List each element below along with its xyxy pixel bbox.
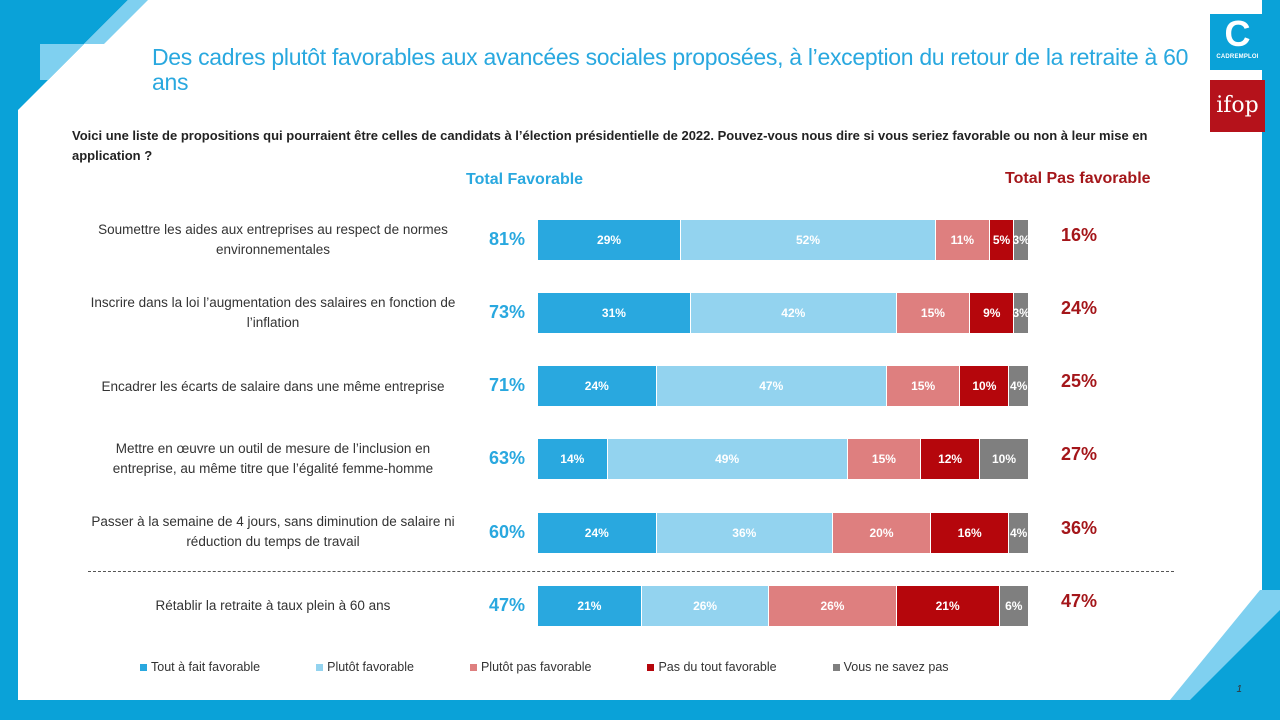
bar-segment: 10% [978, 439, 1028, 479]
legend-swatch [469, 663, 477, 671]
legend-swatch [647, 663, 655, 671]
legend-item: Plutôt favorable [316, 660, 414, 674]
legend-swatch [316, 663, 324, 671]
legend-item: Tout à fait favorable [140, 660, 260, 674]
total-favorable-value: 63% [489, 448, 526, 468]
bar-segment: 14% [538, 439, 607, 479]
legend-item: Pas du tout favorable [647, 660, 777, 674]
total-pas-favorable-value: 25% [1061, 371, 1098, 391]
bar-segment: 26% [640, 586, 769, 626]
page-title: Des cadres plutôt favorables aux avancée… [152, 44, 1189, 95]
corner-top-left-decoration [0, 0, 148, 110]
bar-segment: 3% [1012, 220, 1030, 260]
frame-right-decoration [1262, 0, 1280, 720]
stacked-bar: 31% 42% 15% 9% 3% [538, 293, 1030, 333]
row-label: Rétablir la retraite à taux plein à 60 a… [155, 598, 391, 613]
header-total-pas-favorable: Total Pas favorable [1005, 170, 1151, 187]
ifop-logo: ifop [1210, 80, 1265, 132]
legend-item: Vous ne savez pas [832, 660, 949, 674]
bar-segment: 36% [655, 513, 832, 553]
stacked-bar: 14% 49% 15% 12% 10% [538, 439, 1028, 479]
frame-bottom-decoration [0, 700, 1280, 720]
total-favorable-value: 73% [489, 302, 526, 322]
survey-question: Voici une liste de propositions qui pour… [72, 128, 1148, 163]
row-label: Encadrer les écarts de salaire dans une … [101, 379, 445, 394]
bar-segment: 9% [969, 293, 1014, 333]
chart-legend: Tout à fait favorable Plutôt favorable Plu… [140, 660, 949, 674]
legend-label: Pas du tout favorable [658, 660, 777, 674]
bar-segment: 20% [831, 513, 930, 553]
bar-segment: 4% [1008, 366, 1028, 406]
bar-segment: 42% [689, 293, 896, 333]
legend-swatch [140, 663, 147, 671]
legend-label: Plutôt favorable [327, 660, 414, 674]
bar-segment: 29% [538, 220, 681, 260]
stacked-bar: 24% 47% 15% 10% 4% [538, 366, 1028, 406]
stacked-bar: 21% 26% 26% 21% 6% [538, 586, 1028, 626]
bar-segment: 26% [768, 586, 896, 626]
bar-segment: 5% [988, 220, 1014, 260]
legend-swatch [832, 663, 840, 671]
legend-label: Plutôt pas favorable [480, 660, 592, 674]
total-favorable-value: 47% [489, 595, 526, 615]
corner-bottom-right-decoration [1170, 590, 1280, 720]
bar-segment: 6% [998, 586, 1028, 626]
total-pas-favorable-value: 47% [1061, 591, 1098, 611]
bar-segment: 31% [538, 293, 690, 333]
bar-segment: 12% [920, 439, 979, 479]
bar-segment: 24% [538, 513, 656, 553]
row-label: Inscrire dans la loi l’augmentation des … [90, 295, 456, 330]
bar-segment: 11% [934, 220, 989, 260]
header-total-favorable: Total Favorable [466, 171, 584, 188]
bar-segment: 3% [1012, 293, 1030, 333]
bar-segment: 10% [959, 366, 1009, 406]
bar-segment: 52% [680, 220, 935, 260]
bar-segment: 24% [538, 366, 656, 406]
row-label: Passer à la semaine de 4 jours, sans dim… [91, 514, 455, 549]
cadremploi-logo-text: CADREMPLOI [1216, 54, 1259, 60]
bar-segment: 15% [846, 439, 921, 479]
stacked-bar: 29% 52% 11% 5% 3% [538, 220, 1030, 260]
legend-label: Tout à fait favorable [151, 660, 261, 674]
row-label: Mettre en œuvre un outil de mesure de l’… [112, 441, 434, 476]
bar-segment: 16% [929, 513, 1009, 553]
total-favorable-value: 71% [489, 375, 526, 395]
row-label: Soumettre les aides aux entreprises au r… [98, 222, 448, 257]
frame-left-decoration [0, 0, 18, 720]
total-pas-favorable-value: 16% [1061, 225, 1098, 245]
total-pas-favorable-value: 36% [1061, 518, 1098, 538]
page-number: 1 [1236, 684, 1242, 695]
total-favorable-value: 81% [489, 229, 526, 249]
legend-label: Vous ne savez pas [843, 660, 949, 674]
bar-segment: 47% [655, 366, 886, 406]
bar-segment: 21% [538, 586, 641, 626]
cadremploi-logo: C CADREMPLOI [1210, 14, 1265, 70]
bar-segment: 21% [895, 586, 999, 626]
bar-segment: 49% [606, 439, 847, 479]
total-favorable-value: 60% [489, 522, 526, 542]
total-pas-favorable-value: 27% [1061, 444, 1098, 464]
total-pas-favorable-value: 24% [1061, 298, 1098, 318]
bar-segment: 15% [895, 293, 970, 333]
bar-segment: 4% [1008, 513, 1028, 553]
stacked-bar: 24% 36% 20% 16% 4% [538, 513, 1028, 553]
bar-segment: 15% [885, 366, 960, 406]
cadremploi-logo-glyph: C [1224, 13, 1251, 54]
legend-item: Plutôt pas favorable [469, 660, 592, 674]
chart-divider [88, 571, 1174, 572]
